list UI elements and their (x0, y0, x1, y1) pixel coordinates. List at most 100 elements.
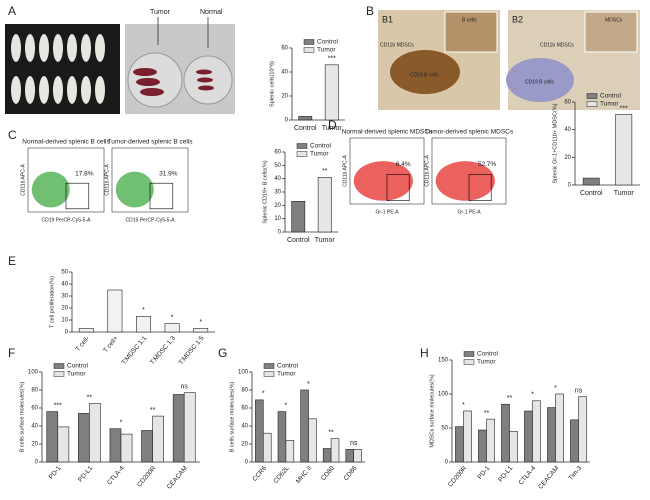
x-tick-label: PD-1 (476, 465, 491, 481)
y-tick-label: 0 (568, 183, 572, 189)
x-tick-label: CTLA-4 (518, 465, 538, 487)
gate (386, 174, 410, 202)
photo-label: Normal (200, 9, 223, 16)
photo-label: MDSCs (605, 17, 623, 23)
x-tick-label: CEACAM (537, 465, 560, 491)
legend-label: Control (600, 93, 622, 100)
flow-title: Normal-derived splenic MDSCs (342, 129, 433, 136)
bar (57, 426, 70, 463)
bar (455, 426, 464, 463)
x-tick-label: PD-L1 (497, 465, 514, 484)
x-tick-label: CD200R (447, 465, 469, 489)
legend-label: Tumor (277, 371, 296, 378)
significance: ns (575, 388, 583, 395)
photo-label: Tumor (150, 9, 171, 16)
inset (444, 11, 498, 53)
y-tick-label: 40 (274, 176, 281, 182)
bar (136, 316, 151, 333)
significance: ** (322, 168, 328, 175)
bar (501, 403, 510, 463)
bar (291, 201, 306, 233)
bar (300, 389, 309, 463)
panel-letter: C (8, 128, 17, 142)
significance: * (307, 381, 310, 388)
x-tick-label: Tim-3 (567, 465, 583, 482)
bar (89, 403, 101, 463)
y-tick-label: 0 (35, 460, 39, 466)
x-tick-label: Tumor (614, 190, 635, 197)
panel-letter: G (218, 346, 227, 360)
cell-cloud (435, 161, 495, 201)
bar (298, 116, 313, 121)
bar (353, 449, 362, 463)
x-tick-label: Control (580, 190, 603, 197)
bar (78, 328, 94, 333)
flow-xlabel: Gr-1 PE-A (457, 209, 481, 215)
bar (46, 411, 59, 463)
bar (532, 400, 541, 463)
bar (486, 418, 495, 463)
bar (172, 394, 185, 463)
panel-letter: A (8, 4, 16, 18)
bar (330, 438, 340, 463)
flow-xlabel: CD19 PerCP-Cy5-5-A (42, 217, 92, 223)
y-tick-label: 40 (31, 424, 38, 430)
x-tick-label: T:MDSC 1:5 (178, 335, 206, 367)
bar (285, 440, 295, 463)
y-tick-label: 0 (278, 230, 282, 236)
y-tick-label: 60 (241, 406, 248, 412)
bar (277, 411, 287, 463)
photo-label: CD19 B cells (410, 72, 439, 78)
significance: ns (350, 440, 358, 447)
flow-ylabel: CD11b APC-A (424, 155, 430, 187)
bar (578, 396, 587, 463)
flow-ylabel: CD11b APC-A (104, 164, 110, 196)
x-tick-label: PD-1 (48, 465, 63, 481)
legend-swatch (53, 363, 65, 369)
legend-swatch (463, 351, 475, 357)
gate-label: 6.4% (396, 161, 411, 168)
y-axis-label: Splenic Gr-1+CD11b+ MDSC(%) (552, 103, 558, 183)
y-tick-label: 40 (281, 70, 288, 76)
significance: ** (484, 410, 490, 417)
legend-label: Tumor (477, 359, 496, 366)
significance: * (531, 392, 534, 399)
bar (152, 415, 164, 463)
legend-label: Control (317, 39, 339, 46)
legend-swatch (53, 371, 65, 377)
gate-label: 52.7% (478, 161, 497, 168)
y-tick-label: 40 (61, 282, 68, 288)
photo-label: B1 (382, 14, 393, 24)
x-tick-label: Tumor (315, 237, 336, 244)
legend-label: Control (477, 351, 499, 358)
y-tick-label: 60 (564, 100, 571, 106)
significance: ** (328, 429, 334, 436)
mice (11, 34, 105, 104)
gate (65, 182, 90, 210)
y-tick-label: 100 (28, 370, 39, 376)
panel-letter: B (366, 4, 374, 18)
y-tick-label: 20 (281, 94, 288, 100)
legend-swatch (303, 39, 315, 45)
flow-title: Tumor-derived splenic MDSCs (425, 129, 514, 136)
legend-label: Tumor (310, 151, 329, 158)
legend-label: Tumor (600, 101, 619, 108)
significance: * (462, 402, 465, 409)
panel-letter: F (8, 346, 15, 360)
x-tick-label: CD200R (136, 465, 158, 489)
y-tick-label: 20 (564, 155, 571, 161)
x-tick-label: CEACAM (166, 465, 189, 491)
x-tick-label: CD80 (320, 465, 336, 483)
bar (582, 177, 600, 186)
bar (463, 410, 472, 463)
x-tick-label: T cell+ (102, 335, 120, 354)
cell-cloud (31, 171, 70, 208)
legend-swatch (296, 143, 308, 149)
y-tick-label: 50 (274, 163, 281, 169)
gate (149, 182, 174, 210)
y-tick-label: 50 (61, 270, 68, 276)
cell-cloud (353, 161, 413, 201)
legend-swatch (586, 101, 598, 107)
significance: * (142, 307, 145, 314)
x-tick-label: Control (287, 237, 310, 244)
